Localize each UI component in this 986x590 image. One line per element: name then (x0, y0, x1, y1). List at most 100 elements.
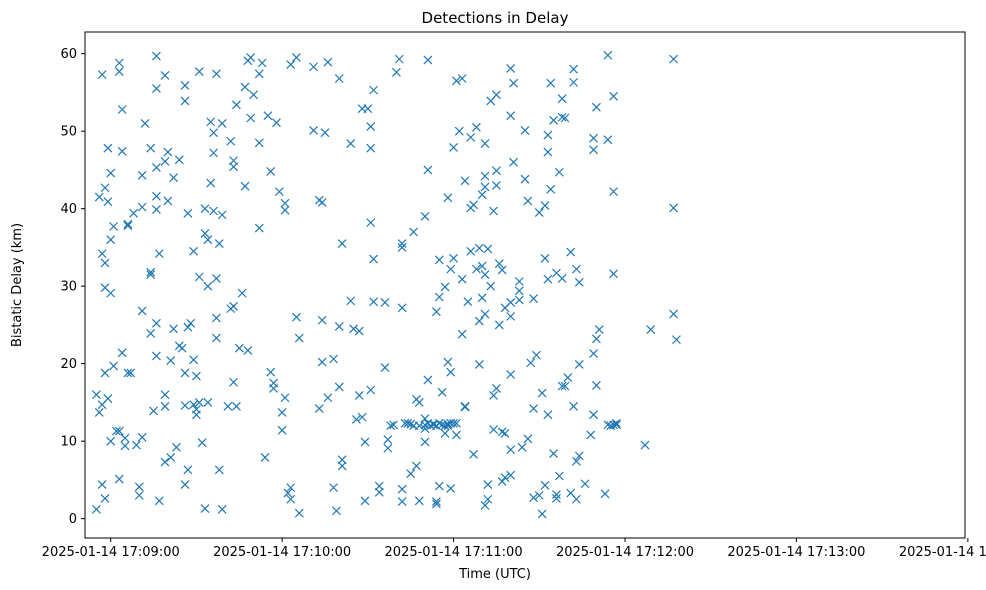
data-point (237, 288, 247, 298)
data-point (334, 74, 344, 83)
data-point (514, 286, 524, 296)
data-point (152, 205, 161, 214)
data-point (360, 496, 370, 506)
data-point (374, 487, 384, 497)
data-point (526, 358, 536, 368)
data-point (514, 295, 524, 305)
data-point (543, 147, 553, 157)
data-point (600, 489, 610, 499)
data-point (480, 270, 490, 279)
data-point (366, 385, 376, 395)
data-point (492, 384, 501, 393)
data-point (460, 176, 470, 186)
data-point (120, 433, 130, 443)
data-point (540, 480, 550, 490)
data-point (217, 119, 227, 128)
data-point (472, 122, 481, 132)
data-point (506, 111, 516, 121)
data-point (97, 70, 107, 80)
data-point (520, 174, 530, 184)
data-point (132, 440, 141, 450)
data-point (134, 490, 144, 500)
data-point (423, 375, 433, 385)
data-point (152, 351, 161, 361)
data-point (397, 242, 407, 252)
data-point (557, 273, 567, 283)
data-point (229, 156, 238, 166)
data-point (646, 325, 656, 334)
data-point (309, 125, 318, 135)
data-point (152, 163, 161, 173)
data-point (106, 288, 116, 298)
data-point (669, 203, 678, 213)
data-point (240, 181, 250, 191)
data-point (420, 437, 430, 447)
data-point (357, 412, 367, 422)
data-point (369, 297, 378, 307)
data-point (92, 390, 101, 400)
data-point (146, 270, 156, 279)
data-point (589, 145, 598, 155)
data-point (592, 380, 601, 390)
data-point (412, 461, 421, 471)
x-tick-label: 2025-01-14 17:13:00 (727, 545, 865, 560)
data-point (489, 390, 498, 400)
data-point (520, 125, 530, 135)
data-point (452, 76, 461, 86)
data-point (463, 297, 473, 307)
data-point (172, 442, 181, 452)
data-point (532, 350, 541, 360)
data-point (254, 69, 264, 79)
data-point (257, 58, 267, 68)
data-point (294, 333, 304, 343)
data-point (112, 426, 121, 436)
data-point (283, 488, 293, 498)
data-point (180, 480, 190, 489)
data-point (229, 377, 238, 387)
data-point (386, 421, 396, 431)
data-point (506, 370, 516, 379)
data-point (477, 293, 487, 303)
data-point (574, 451, 584, 461)
data-point (317, 357, 327, 367)
data-point (369, 85, 378, 95)
data-point (603, 50, 613, 60)
data-point (509, 78, 518, 88)
data-point (514, 277, 524, 286)
data-point (560, 113, 570, 123)
data-point (483, 244, 493, 254)
data-point (397, 497, 407, 507)
data-point (134, 482, 144, 492)
data-point (286, 494, 296, 504)
data-point (117, 146, 127, 156)
data-point (574, 360, 584, 369)
data-point (609, 187, 618, 197)
data-point (129, 208, 138, 218)
data-point (500, 473, 510, 482)
data-point (397, 239, 407, 248)
data-point (457, 274, 467, 284)
data-point (469, 449, 478, 459)
data-point (226, 136, 236, 146)
data-point (572, 456, 581, 466)
data-point (612, 420, 621, 430)
data-point (506, 311, 516, 321)
data-point (280, 198, 290, 208)
data-point (540, 253, 550, 263)
data-point (409, 227, 418, 237)
data-point (254, 138, 264, 148)
data-point (480, 501, 490, 510)
data-point (437, 387, 447, 397)
data-point (554, 471, 564, 481)
data-point (443, 357, 453, 367)
data-point (189, 355, 198, 365)
data-point (569, 401, 578, 411)
data-point (586, 430, 596, 440)
data-point (166, 452, 176, 462)
data-point (249, 90, 258, 100)
data-point (469, 200, 478, 210)
data-point (360, 437, 370, 447)
data-point (100, 183, 110, 193)
data-point (406, 419, 416, 429)
